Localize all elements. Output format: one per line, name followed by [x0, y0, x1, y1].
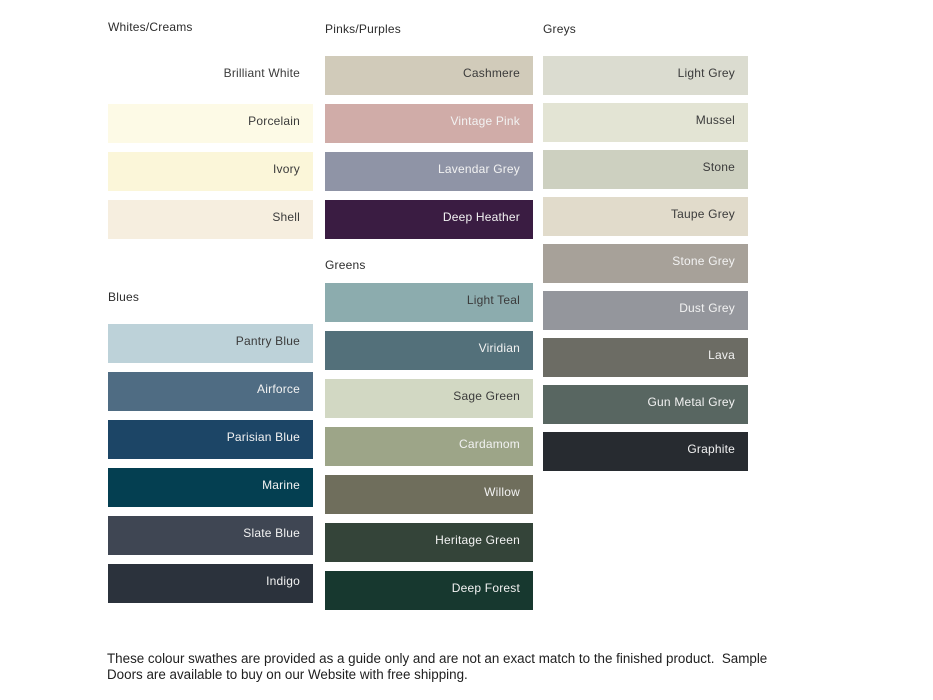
swatch-label: Ivory	[272, 162, 300, 176]
section-greys: Greys Light Grey Mussel Stone Taupe Grey Ston…	[543, 22, 748, 471]
swatch-label: Pantry Blue	[235, 334, 300, 348]
swatch-label: Willow	[484, 485, 520, 499]
section-whites-creams: Whites/Creams Brilliant White Porcelain Ivo…	[108, 20, 313, 239]
swatch-label: Airforce	[257, 382, 300, 396]
swatch-label: Deep Forest	[451, 581, 520, 595]
swatch-shell: Shell	[108, 200, 313, 239]
swatch-label: Vintage Pink	[450, 114, 520, 128]
swatch-label: Viridian	[478, 341, 520, 355]
swatch-label: Cardamom	[459, 437, 520, 451]
swatch-label: Heritage Green	[435, 533, 520, 547]
swatch-dust-grey: Dust Grey	[543, 291, 748, 330]
swatch-label: Porcelain	[248, 114, 300, 128]
swatch-parisian-blue: Parisian Blue	[108, 420, 313, 459]
swatch-indigo: Indigo	[108, 564, 313, 603]
swatch-porcelain: Porcelain	[108, 104, 313, 143]
swatch-label: Slate Blue	[243, 526, 300, 540]
swatch-label: Light Teal	[466, 293, 520, 307]
swatch-label: Lava	[708, 348, 735, 362]
swatch-deep-forest: Deep Forest	[325, 571, 533, 610]
swatch-willow: Willow	[325, 475, 533, 514]
swatch-heritage-green: Heritage Green	[325, 523, 533, 562]
swatch-pantry-blue: Pantry Blue	[108, 324, 313, 363]
swatch-label: Indigo	[266, 574, 300, 588]
section-title-blues: Blues	[108, 290, 140, 304]
swatch-label: Light Grey	[677, 66, 735, 80]
disclaimer-text: These colour swathes are provided as a g…	[107, 651, 771, 683]
swatch-lava: Lava	[543, 338, 748, 377]
swatch-label: Parisian Blue	[226, 430, 300, 444]
section-blues: Blues Pantry Blue Airforce Parisian Blue Mar…	[108, 290, 313, 603]
swatch-gun-metal-grey: Gun Metal Grey	[543, 385, 748, 424]
swatch-label: Lavendar Grey	[438, 162, 520, 176]
swatch-brilliant-white: Brilliant White	[108, 56, 313, 95]
swatch-label: Sage Green	[453, 389, 520, 403]
column-pinks-greens: Pinks/Purples Cashmere Vintage Pink Lavenda…	[325, 22, 533, 619]
swatch-vintage-pink: Vintage Pink	[325, 104, 533, 143]
swatch-label: Shell	[272, 210, 300, 224]
swatch-light-grey: Light Grey	[543, 56, 748, 95]
section-title-pinks-purples: Pinks/Purples	[325, 22, 401, 36]
swatch-cardamom: Cardamom	[325, 427, 533, 466]
swatch-stone: Stone	[543, 150, 748, 189]
swatch-slate-blue: Slate Blue	[108, 516, 313, 555]
swatch-label: Mussel	[695, 113, 735, 127]
swatch-cashmere: Cashmere	[325, 56, 533, 95]
section-title-greens: Greens	[325, 258, 366, 272]
swatch-label: Gun Metal Grey	[647, 395, 735, 409]
swatch-lavendar-grey: Lavendar Grey	[325, 152, 533, 191]
swatch-viridian: Viridian	[325, 331, 533, 370]
section-pinks-purples: Pinks/Purples Cashmere Vintage Pink Lavenda…	[325, 22, 533, 239]
swatch-label: Graphite	[687, 442, 735, 456]
section-greens: Greens Light Teal Viridian Sage Green Cardam…	[325, 258, 533, 610]
column-whites-blues: Whites/Creams Brilliant White Porcelain Ivo…	[108, 20, 313, 612]
swatch-taupe-grey: Taupe Grey	[543, 197, 748, 236]
swatch-sage-green: Sage Green	[325, 379, 533, 418]
swatch-label: Taupe Grey	[670, 207, 735, 221]
swatch-label: Stone	[702, 160, 735, 174]
swatch-graphite: Graphite	[543, 432, 748, 471]
swatch-airforce: Airforce	[108, 372, 313, 411]
swatch-marine: Marine	[108, 468, 313, 507]
swatch-label: Deep Heather	[442, 210, 520, 224]
swatch-mussel: Mussel	[543, 103, 748, 142]
section-title-whites-creams: Whites/Creams	[108, 20, 193, 34]
swatch-light-teal: Light Teal	[325, 283, 533, 322]
swatch-label: Brilliant White	[223, 66, 300, 80]
column-greys: Greys Light Grey Mussel Stone Taupe Grey Ston…	[543, 22, 748, 479]
section-title-greys: Greys	[543, 22, 577, 36]
swatch-label: Stone Grey	[672, 254, 735, 268]
swatch-label: Dust Grey	[679, 301, 735, 315]
swatch-stone-grey: Stone Grey	[543, 244, 748, 283]
swatch-label: Cashmere	[463, 66, 520, 80]
swatch-label: Marine	[262, 478, 300, 492]
swatch-ivory: Ivory	[108, 152, 313, 191]
swatch-deep-heather: Deep Heather	[325, 200, 533, 239]
